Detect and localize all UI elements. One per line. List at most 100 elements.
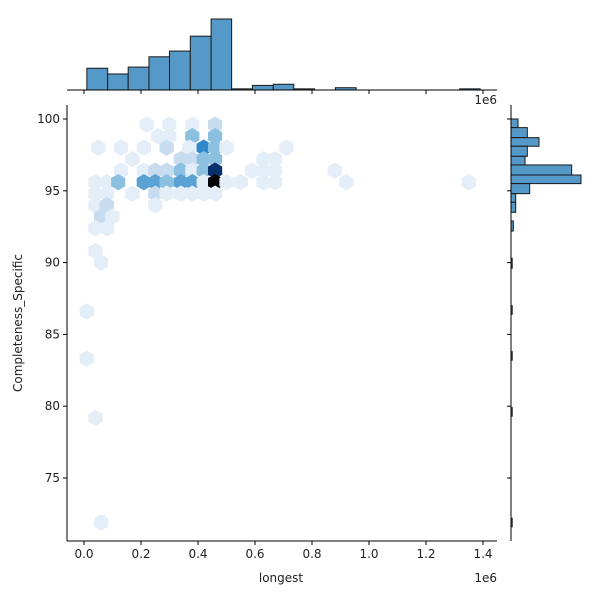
hexbin-cell [99, 219, 114, 237]
hexbin-cell [94, 254, 109, 271]
y-tick-label: 80 [45, 399, 60, 413]
hexbin-cell [267, 174, 283, 191]
x-tick-label: 0.2 [131, 547, 150, 561]
hexbin-cell [208, 139, 223, 156]
hexbin-cell [111, 174, 126, 191]
y-tick-label: 75 [45, 471, 60, 485]
hexbin-cell [159, 139, 174, 156]
hexbin-cell [256, 151, 271, 168]
hexbin-cell [196, 185, 211, 202]
hexbin-cell [79, 303, 94, 320]
hexbin-cell [219, 139, 234, 156]
hexbin-cell [208, 185, 223, 202]
right-marginal-histogram [507, 105, 582, 541]
hexbin-cell [245, 162, 260, 179]
right-hist-bar [510, 201, 517, 213]
top-hist-bar [210, 18, 233, 91]
hexbin-cell [173, 185, 188, 202]
top-marginal-offset-label: 1e6 [474, 93, 497, 107]
x-tick-label: 0.6 [245, 547, 264, 561]
y-tick-label: 95 [45, 184, 60, 198]
hexbin-cell [94, 208, 109, 225]
right-hist-bar [510, 183, 531, 195]
hexbin-cell [219, 174, 234, 191]
hexbin-cell [99, 185, 114, 202]
hexbin-cell [159, 174, 174, 191]
hexbin-cell [91, 139, 106, 156]
hexbin-cell [88, 242, 103, 260]
hexbin-cell [208, 116, 223, 133]
hexbin-cell [267, 151, 283, 168]
main-axes: 0.0 0.2 0.4 0.6 0.8 1.0 1.2 1.4 75 80 85 90 95 100 [37, 105, 497, 561]
hexbin-cell [99, 174, 114, 191]
hexbin-cell [256, 174, 271, 191]
right-hist-bar [510, 145, 528, 157]
x-tick-label: 0.4 [188, 547, 207, 561]
right-hist-bar [510, 118, 519, 129]
hexbin-cell [148, 197, 163, 214]
hexbin-cell [185, 162, 200, 179]
top-hist-bar [148, 56, 170, 91]
x-tick-label: 1.0 [359, 547, 378, 561]
hexbin-cell [185, 116, 200, 133]
hexbin-cell [256, 162, 271, 179]
hexbin-cell [159, 162, 174, 179]
hexbin-cell [208, 174, 223, 191]
right-hist-bar [510, 127, 528, 139]
right-hist-bar [510, 155, 526, 166]
hexbin-cell [148, 174, 163, 191]
top-hist-bar [86, 67, 109, 91]
top-hist-bar [189, 35, 212, 91]
hexbin-cell [148, 162, 163, 179]
hexbin-cell [105, 208, 120, 225]
right-hist-bar [510, 137, 540, 147]
top-hist-bar [272, 83, 295, 91]
y-axis-label: Completeness_Specific [11, 254, 25, 392]
hexbin-cell [88, 185, 103, 202]
hexbin-cell [148, 185, 163, 202]
x-tick-label: 0.0 [74, 547, 93, 561]
top-marginal-histogram [67, 18, 497, 94]
x-axis-offset-label: 1e6 [474, 571, 497, 585]
hexbin-cell [88, 197, 103, 214]
hexbin-plot [79, 116, 476, 531]
hexbin-cell [136, 174, 151, 191]
hexbin-cell [162, 116, 177, 133]
hexbin-cell [79, 350, 94, 367]
x-tick-label: 1.4 [473, 547, 492, 561]
x-tick-label: 0.8 [302, 547, 321, 561]
hexbin-cell [196, 151, 211, 168]
hexbin-cell [173, 151, 188, 168]
hexbin-cell [151, 128, 166, 145]
x-tick-label: 1.2 [416, 547, 435, 561]
hexbin-cell [125, 151, 140, 168]
right-hist-bar [510, 164, 573, 176]
hexbin-cell [208, 162, 223, 179]
y-tick-label: 85 [45, 327, 60, 341]
hexbin-cell [88, 409, 103, 426]
hexbin-cell [173, 174, 188, 191]
top-hist-bar [127, 66, 150, 91]
hexbin-cell [208, 128, 223, 145]
hexbin-cell [185, 185, 200, 202]
right-hist-bar [510, 174, 582, 185]
y-tick-label: 90 [45, 256, 60, 270]
hexbin-cell [279, 139, 294, 156]
top-hist-bar [251, 84, 274, 91]
hexbin-cell [173, 162, 188, 179]
hexbin-cell [88, 174, 103, 191]
right-hist-bar [510, 193, 517, 203]
top-hist-bar [169, 50, 191, 91]
hexbin-cell [125, 185, 140, 202]
hexbin-cell [185, 174, 200, 191]
hexbin-cell [99, 197, 114, 214]
hexbin-cell [94, 514, 109, 531]
hexbin-cell [267, 162, 283, 179]
x-axis-label: longest [259, 571, 304, 585]
hexbin-cell [208, 151, 223, 168]
hexbin-cell [196, 174, 211, 191]
y-tick-label: 100 [37, 112, 60, 126]
hexbin-cell [88, 219, 103, 237]
hexbin-cell [196, 162, 211, 179]
